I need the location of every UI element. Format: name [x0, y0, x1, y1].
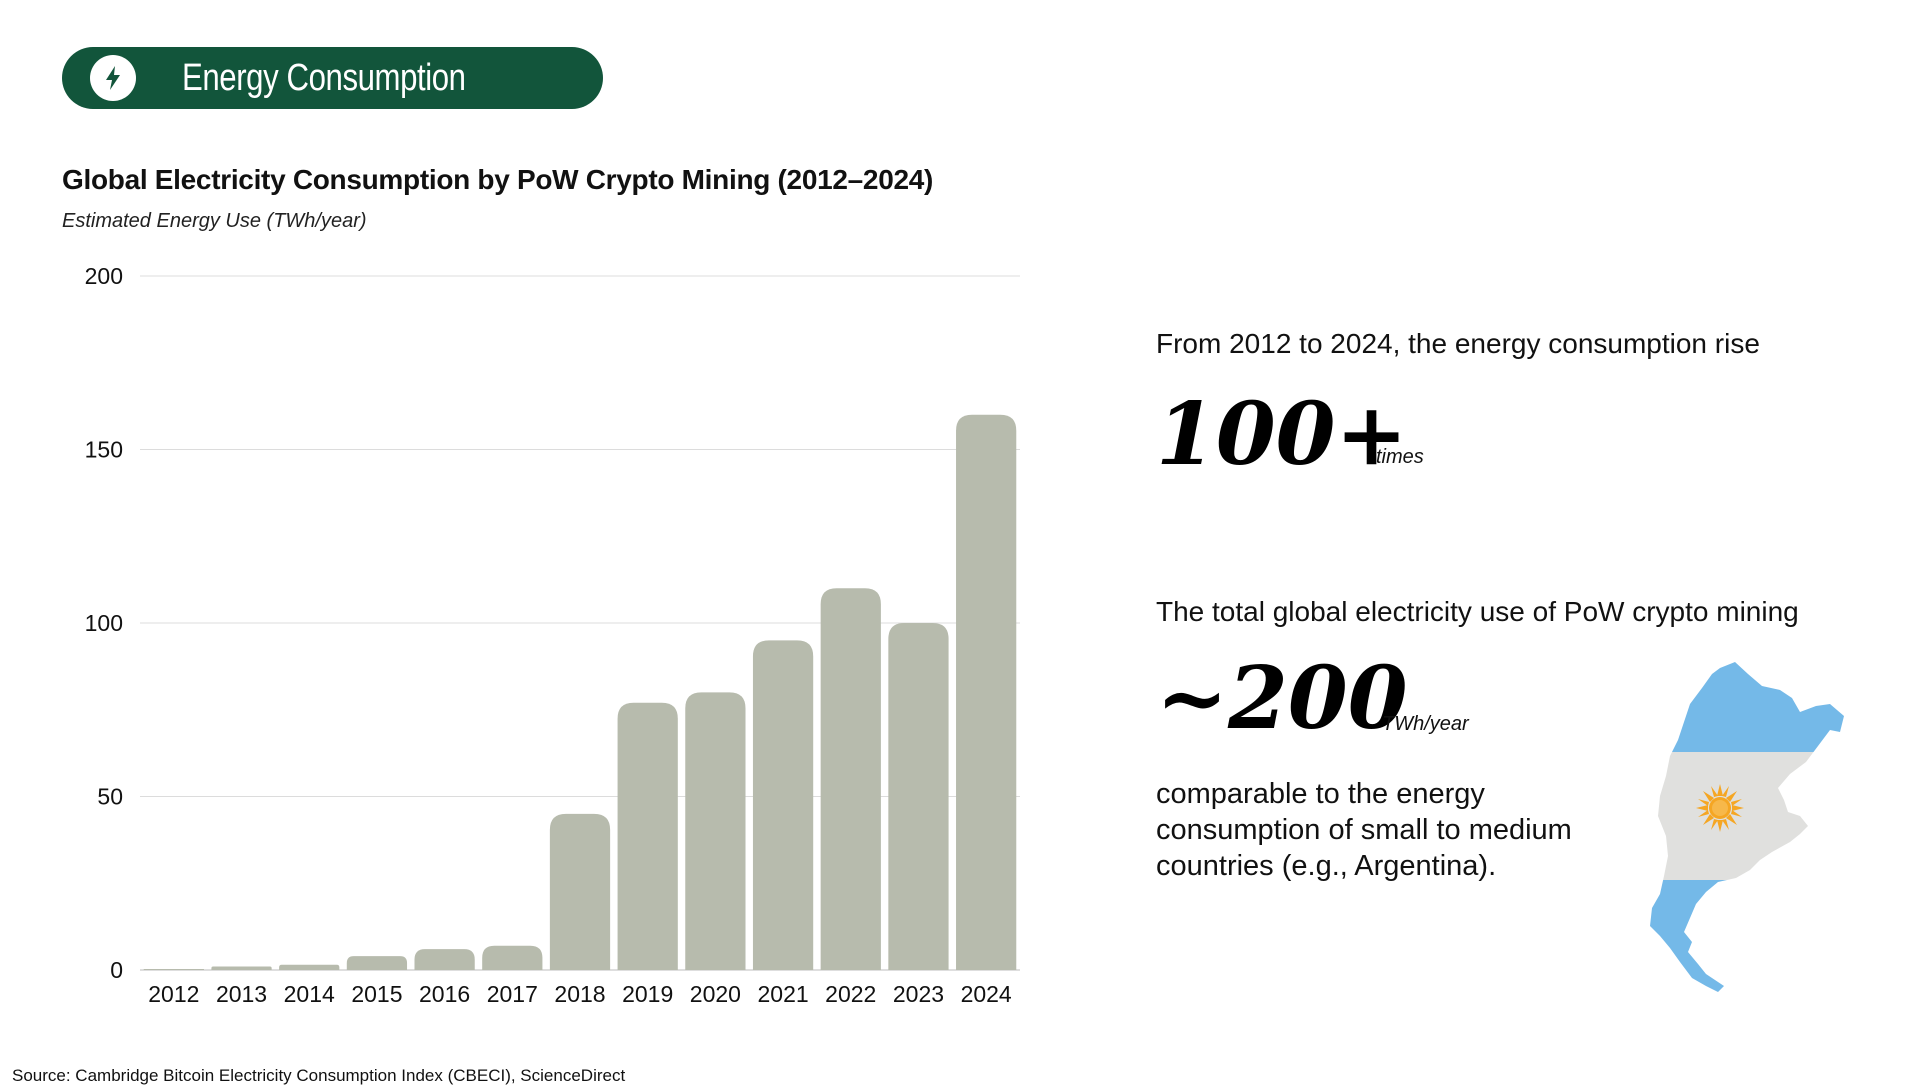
comparison-text: comparable to the energy consumption of …	[1156, 778, 1572, 882]
bar-2018	[549, 813, 611, 970]
bar-2019	[617, 702, 678, 970]
total-value: ~200	[1156, 648, 1408, 749]
total-unit: TWh/year	[1382, 713, 1469, 735]
section-header: Energy Consumption	[62, 47, 603, 109]
x-tick-label: 2014	[284, 981, 335, 1007]
growth-unit: times	[1376, 446, 1424, 468]
bar-2022	[820, 588, 881, 970]
bar-2020	[685, 692, 746, 970]
lightning-bolt-icon	[90, 55, 136, 101]
x-tick-label: 2015	[351, 981, 402, 1007]
x-tick-label: 2013	[216, 981, 267, 1007]
bar-2012	[143, 969, 204, 970]
bar-2021	[752, 640, 814, 970]
growth-value: 100+	[1156, 384, 1408, 485]
source-note: Source: Cambridge Bitcoin Electricity Co…	[12, 1066, 626, 1085]
y-tick-label: 150	[85, 437, 123, 463]
x-tick-label: 2020	[690, 981, 741, 1007]
x-tick-label: 2017	[487, 981, 538, 1007]
x-tick-label: 2021	[757, 981, 808, 1007]
total-intro: The total global electricity use of PoW …	[1156, 596, 1799, 627]
x-tick-label: 2024	[961, 981, 1012, 1007]
chart-title: Global Electricity Consumption by PoW Cr…	[62, 164, 934, 195]
growth-intro: From 2012 to 2024, the energy consumptio…	[1156, 328, 1760, 359]
bar-chart: 0 50 100 150 200 2012 2013 2014 2015 2016 2017 2018…	[85, 263, 1020, 1007]
bar-2015	[346, 956, 408, 970]
x-tick-label: 2016	[419, 981, 470, 1007]
bar-2014	[279, 964, 340, 970]
x-tick-label: 2023	[893, 981, 944, 1007]
y-tick-label: 100	[85, 610, 123, 636]
argentina-flag-map-icon	[1650, 662, 1844, 992]
bar-2013	[211, 966, 272, 970]
y-tick-label: 200	[85, 263, 123, 289]
bar-2024	[956, 414, 1017, 970]
y-tick-label: 0	[110, 957, 123, 983]
x-tick-label: 2019	[622, 981, 673, 1007]
x-tick-label: 2022	[825, 981, 876, 1007]
chart-subtitle: Estimated Energy Use (TWh/year)	[62, 210, 367, 232]
section-title: Energy Consumption	[182, 57, 466, 99]
bar-2023	[888, 623, 949, 970]
bar-2016	[414, 949, 475, 970]
x-tick-label: 2012	[148, 981, 199, 1007]
bar-2017	[482, 945, 543, 970]
y-tick-label: 50	[97, 784, 123, 810]
x-tick-label: 2018	[554, 981, 605, 1007]
